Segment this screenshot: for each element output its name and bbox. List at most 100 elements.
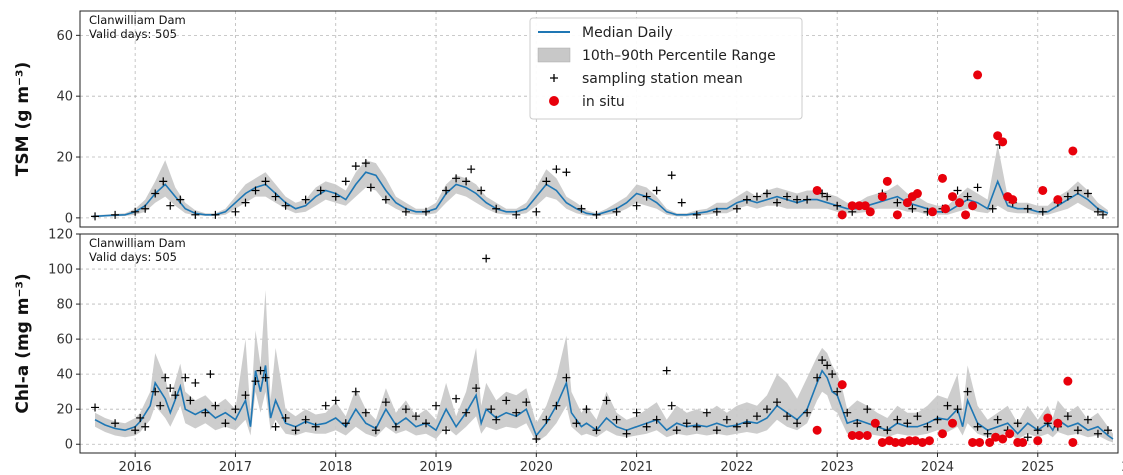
legend-band-handle <box>537 47 571 63</box>
chl-station-mean-marker <box>532 434 541 443</box>
chl-in-situ-marker <box>985 437 995 447</box>
chl-station-mean-marker <box>156 401 165 410</box>
tsm-in-situ-marker <box>1038 185 1048 195</box>
chl-station-mean-marker <box>552 401 561 410</box>
tsm-station-mean-marker <box>422 207 430 216</box>
chl-station-mean-marker <box>993 415 1002 424</box>
chl-station-mean-marker <box>893 415 902 424</box>
chl-station-mean-marker <box>161 373 170 382</box>
chl-station-mean-marker <box>813 373 822 382</box>
chl-y-tick-label: 0 <box>65 438 73 453</box>
chl-station-mean-marker <box>803 408 812 417</box>
tsm-in-situ-marker <box>865 207 875 217</box>
chl-y-tick-label: 40 <box>56 368 73 383</box>
tsm-y-ticks: 0 20 40 60 <box>56 29 80 226</box>
chl-station-mean-marker <box>762 405 771 414</box>
tsm-station-mean-marker <box>542 177 551 186</box>
tsm-station-mean-marker <box>762 189 771 198</box>
chl-station-mean-marker <box>923 422 932 431</box>
tsm-in-situ-marker <box>882 176 892 186</box>
chl-station-mean-marker <box>672 426 681 435</box>
chl-station-mean-marker <box>913 412 922 421</box>
chl-station-mean-marker <box>422 419 430 428</box>
chl-station-mean-marker <box>351 387 360 396</box>
tsm-in-situ-marker <box>973 70 983 80</box>
tsm-station-mean-marker <box>131 207 140 216</box>
tsm-station-mean-marker <box>366 183 375 192</box>
chl-station-mean-marker <box>131 426 140 435</box>
chl-in-situ-marker <box>917 437 927 447</box>
tsm-station-mean-marker <box>667 171 676 180</box>
chl-station-mean-marker <box>502 396 511 405</box>
tsm-in-situ-marker <box>847 201 857 211</box>
tsm-station-mean-marker <box>577 204 586 213</box>
chl-station-mean-marker <box>963 387 972 396</box>
chl-annotation-line-2: Valid days: 505 <box>89 250 177 264</box>
chl-in-situ-marker <box>1033 436 1043 446</box>
tsm-median-path <box>92 171 1109 218</box>
tsm-station-mean-marker <box>1098 210 1107 219</box>
legend-label: 10th–90th Percentile Range <box>582 48 776 64</box>
chl-station-mean-marker <box>823 361 832 370</box>
chl-y-tick-label: 120 <box>48 228 73 243</box>
tsm-grid <box>80 11 1118 227</box>
tsm-station-mean-marker <box>151 189 160 198</box>
chl-in-situ-marker <box>998 434 1008 444</box>
tsm-station-mean-marker <box>477 186 486 195</box>
tsm-annotation-line-1: Clanwilliam Dam <box>89 13 186 27</box>
chl-station-mean-marker <box>818 356 827 365</box>
chl-in-situ-marker <box>975 437 985 447</box>
chl-in-situ-marker <box>812 425 822 435</box>
chl-station-mean-marker <box>853 419 862 428</box>
chl-station-mean-marker <box>983 429 992 438</box>
tsm-station-mean-marker <box>677 198 686 207</box>
tsm-station-mean-marker <box>341 177 350 186</box>
chl-station-mean-marker <box>833 387 842 396</box>
tsm-in-situ-marker <box>812 185 822 195</box>
chl-in-situ-marker <box>890 437 900 447</box>
chl-station-mean-marker <box>181 373 190 382</box>
tsm-station-mean-marker <box>652 186 661 195</box>
tsm-y-tick-label: 20 <box>56 151 73 166</box>
tsm-station-mean-marker <box>91 212 100 221</box>
chl-panel: 0 20 40 60 80 100 120 2016 2017 2018 2019 2020 2021… <box>13 228 1123 475</box>
chl-station-mean-marker <box>732 422 741 431</box>
tsm-station-mean-marker <box>1038 207 1047 216</box>
tsm-station-mean-marker <box>823 192 832 201</box>
chl-station-mean-marker <box>291 426 300 435</box>
chl-in-situ-marker <box>948 418 958 428</box>
x-tick-label: 2024 <box>921 460 954 475</box>
chl-station-mean-marker <box>201 408 210 417</box>
chl-station-mean-marker <box>311 422 320 431</box>
x-tick-label: 2020 <box>520 460 553 475</box>
tsm-station-mean-marker <box>271 192 280 201</box>
chl-station-mean-marker <box>472 384 481 393</box>
chl-station-mean-marker <box>1063 412 1072 421</box>
chl-station-mean-marker <box>1093 429 1102 438</box>
tsm-y-tick-label: 0 <box>65 211 73 226</box>
tsm-station-mean-marker <box>492 204 501 213</box>
tsm-station-mean-marker <box>752 192 761 201</box>
chl-station-mean-marker <box>702 408 711 417</box>
tsm-station-mean-marker <box>783 192 792 201</box>
chl-station-mean-marker <box>166 384 175 393</box>
tsm-y-tick-label: 60 <box>56 29 73 44</box>
chl-station-mean-marker <box>667 401 676 410</box>
tsm-in-situ-marker <box>968 201 978 211</box>
tsm-annotation-line-2: Valid days: 505 <box>89 27 177 41</box>
chl-station-mean-marker <box>482 254 491 263</box>
tsm-station-mean-marker <box>1073 186 1082 195</box>
chl-station-mean-marker <box>487 405 496 414</box>
chl-station-mean-marker <box>828 370 837 379</box>
tsm-in-situ-marker <box>961 210 971 220</box>
chl-station-mean-marker <box>211 401 220 410</box>
chl-station-mean-marker <box>742 419 751 428</box>
chl-annotation-line-1: Clanwilliam Dam <box>89 236 186 250</box>
tsm-station-mean-marker <box>988 204 997 213</box>
tsm-station-mean-marker <box>953 186 962 195</box>
x-tick-label: 2016 <box>119 460 152 475</box>
chl-station-mean-marker <box>442 426 451 435</box>
chl-station-mean-marker <box>171 391 180 400</box>
chl-station-mean-marker <box>783 412 792 421</box>
chl-station-mean-marker <box>1103 426 1112 435</box>
